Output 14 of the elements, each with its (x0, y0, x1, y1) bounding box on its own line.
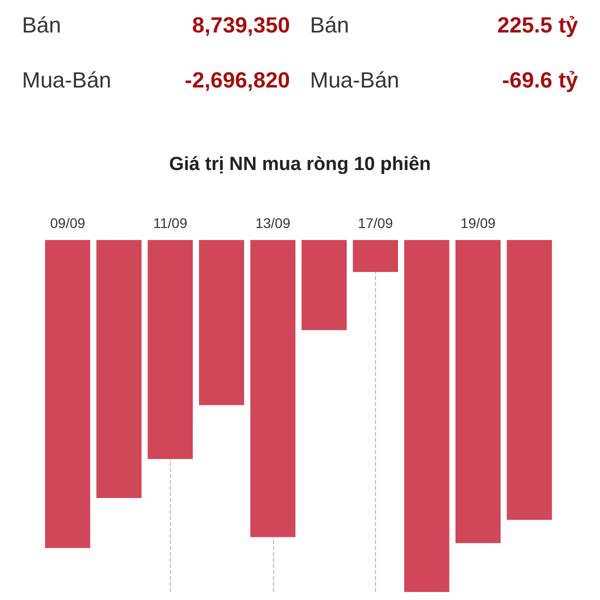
x-tick-label: 13/09 (255, 215, 291, 231)
text: Bán (310, 12, 350, 38)
text: 8,739,350 (192, 12, 290, 38)
text: 225.5 tỷ (497, 12, 579, 38)
text: -69.6 tỷ (502, 68, 579, 92)
text: Mua-Bán (22, 68, 112, 92)
x-tick-label: 09/09 (50, 215, 86, 231)
text: -2,696,820 (184, 68, 290, 92)
chart-title: Giá trị NN mua ròng 10 phiên (169, 154, 431, 175)
x-tick-label: 11/09 (153, 215, 188, 231)
text: Mua-Bán (310, 68, 400, 92)
text: Bán (22, 12, 62, 38)
x-tick-label: 17/09 (358, 215, 394, 231)
x-tick-label: 19/09 (460, 215, 496, 231)
